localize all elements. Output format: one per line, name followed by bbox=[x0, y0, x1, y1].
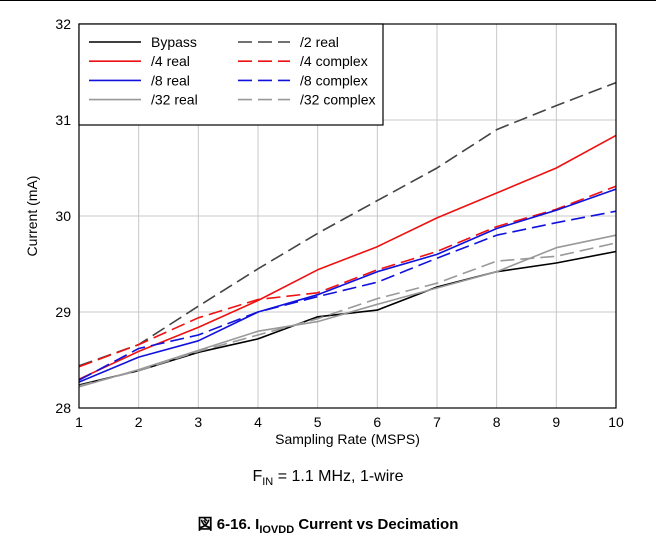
y-axis-title: Current (mA) bbox=[24, 176, 40, 257]
series-group bbox=[78, 81, 617, 388]
caption-subscript: IOVDD bbox=[259, 524, 295, 536]
series-line-4 bbox=[78, 188, 617, 383]
x-tick-label: 5 bbox=[314, 414, 322, 430]
x-axis-title: Sampling Rate (MSPS) bbox=[275, 431, 420, 447]
series-line-2 bbox=[78, 134, 617, 380]
series-line-0 bbox=[78, 250, 617, 386]
series-line-6 bbox=[78, 234, 617, 388]
series-line-3 bbox=[78, 185, 617, 368]
y-tick-label: 29 bbox=[55, 304, 71, 320]
legend-label-4: /8 real bbox=[151, 72, 190, 88]
legend-label-6: /32 real bbox=[151, 92, 198, 108]
figure-caption: 図 6-16. IIOVDD Current vs Decimation bbox=[0, 513, 656, 536]
legend-label-3: /4 complex bbox=[300, 53, 368, 69]
caption-prefix: 図 6-16. I bbox=[197, 516, 260, 533]
x-tick-label: 6 bbox=[373, 414, 381, 430]
x-tick-label: 1 bbox=[75, 414, 83, 430]
x-tick-label: 10 bbox=[608, 414, 624, 430]
condition-prefix: F bbox=[252, 468, 263, 485]
x-tick-label: 2 bbox=[135, 414, 143, 430]
legend-label-0: Bypass bbox=[151, 34, 197, 50]
y-tick-label: 28 bbox=[55, 400, 71, 416]
series-line-5 bbox=[78, 210, 617, 381]
series-line-1 bbox=[78, 81, 617, 367]
condition-subscript: IN bbox=[262, 476, 274, 489]
series-line-7 bbox=[78, 242, 617, 387]
condition-rest: = 1.1 MHz, 1-wire bbox=[273, 468, 404, 485]
test-condition: FIN = 1.1 MHz, 1-wire bbox=[0, 468, 656, 488]
x-tick-label: 9 bbox=[552, 414, 560, 430]
legend-label-1: /2 real bbox=[300, 34, 339, 50]
legend-box bbox=[78, 23, 384, 126]
x-tick-label: 8 bbox=[493, 414, 501, 430]
line-chart: 1 2 3 4 5 6 7 8 9 10 28 29 30 31 32 Sampling Rate (MSP… bbox=[24, 16, 624, 447]
top-rule bbox=[0, 0, 656, 1]
y-tick-label: 32 bbox=[55, 16, 71, 32]
x-tick-label: 3 bbox=[194, 414, 202, 430]
legend-label-5: /8 complex bbox=[300, 72, 368, 88]
legend: Bypass/2 real/4 real/4 complex/8 real/8 … bbox=[78, 23, 384, 126]
legend-label-2: /4 real bbox=[151, 53, 190, 69]
y-tick-label: 31 bbox=[55, 112, 71, 128]
x-tick-label: 7 bbox=[433, 414, 441, 430]
tick-labels: 1 2 3 4 5 6 7 8 9 10 28 29 30 31 32 bbox=[55, 16, 624, 430]
legend-label-7: /32 complex bbox=[300, 92, 375, 108]
caption-rest: Current vs Decimation bbox=[294, 516, 459, 533]
x-tick-label: 4 bbox=[254, 414, 262, 430]
y-tick-label: 30 bbox=[55, 208, 71, 224]
